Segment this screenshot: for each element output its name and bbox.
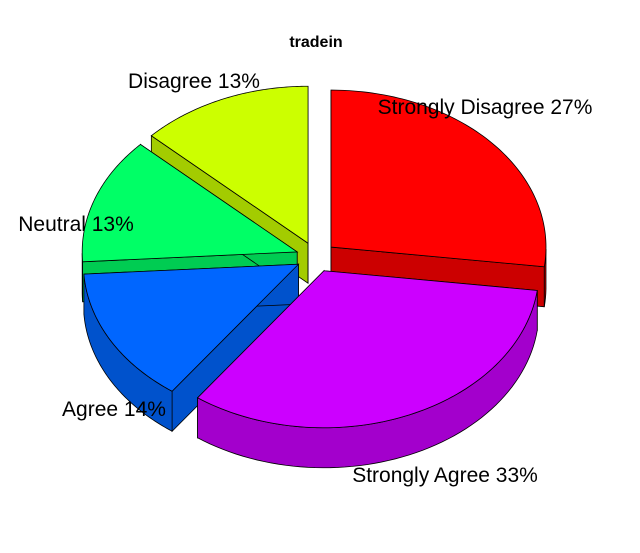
slice-label-disagree: Disagree 13% xyxy=(128,70,260,93)
slice-label-strongly-disagree: Strongly Disagree 27% xyxy=(378,96,593,119)
slice-label-neutral: Neutral 13% xyxy=(18,213,134,236)
slice-strongly-agree xyxy=(196,270,538,429)
pie-labels: Strongly Disagree 27% Strongly Agree 33% A… xyxy=(18,70,592,487)
pie-tops xyxy=(81,85,547,429)
chart-title: tradein xyxy=(289,34,342,51)
slice-neutral xyxy=(81,143,299,263)
slice-agree xyxy=(83,263,300,392)
slice-disagree xyxy=(150,85,309,244)
slice-label-agree: Agree 14% xyxy=(62,398,166,421)
slice-strongly-disagree xyxy=(330,89,547,268)
slice-label-strongly-agree: Strongly Agree 33% xyxy=(352,464,538,487)
